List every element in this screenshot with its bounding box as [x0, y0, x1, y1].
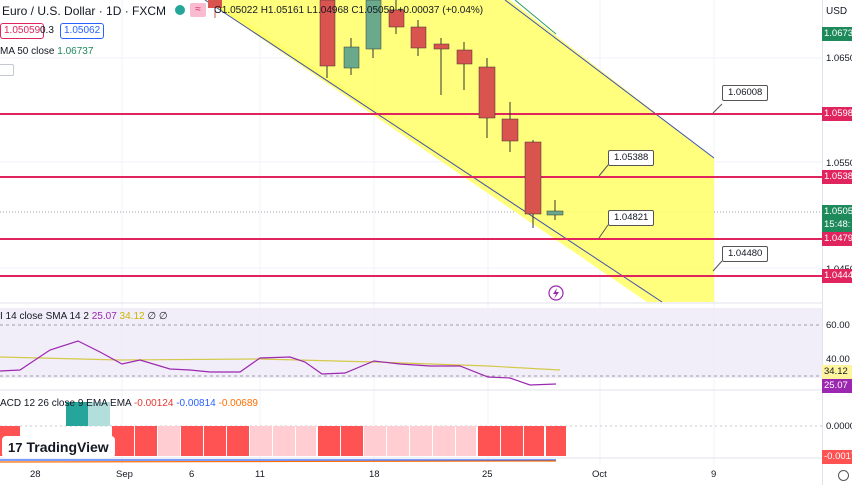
candle — [501, 118, 519, 142]
candle — [456, 49, 473, 65]
currency-label: USD — [826, 6, 848, 17]
candles — [208, 0, 564, 228]
date-label: 25 — [482, 469, 493, 480]
trend-line-green — [514, 0, 557, 35]
tradingview-logo[interactable]: 17 TradingView — [2, 436, 115, 458]
buy-button[interactable]: 1.05062 — [60, 23, 105, 39]
callout-4[interactable]: 1.04480 — [722, 246, 769, 262]
axis-price-1: 1.06500 — [826, 53, 852, 64]
level-price-tag-1: 1.05982 — [822, 107, 852, 121]
rsi-axis-40: 40.00 — [826, 354, 850, 365]
sma-price-tag: 1.06737 — [822, 27, 852, 41]
level-price-tag-4: 1.04443 — [822, 269, 852, 283]
macd-axis-zero: 0.00000 — [826, 421, 852, 432]
candle — [410, 26, 427, 49]
date-label: 9 — [711, 469, 717, 480]
date-label: Sep — [116, 469, 133, 480]
date-label: 11 — [255, 469, 265, 480]
rsi-line — [0, 340, 557, 386]
sma-label[interactable]: MA 50 close 1.06737 — [0, 46, 94, 57]
candle — [365, 0, 382, 50]
candle — [478, 66, 496, 119]
channel-lower-line — [204, 0, 663, 303]
collapse-icon[interactable] — [0, 64, 14, 76]
callout-3[interactable]: 1.04821 — [608, 210, 655, 226]
rsi-sma-line — [0, 356, 561, 371]
tv-logo-icon: 17 — [8, 439, 23, 455]
spread-label: 0.3 — [40, 25, 54, 36]
macd-legend[interactable]: ACD 12 26 close 9 EMA EMA -0.00124 -0.00… — [0, 398, 258, 409]
ohlc-values: O1.05022 H1.05161 L1.04968 C1.05059 +0.0… — [214, 5, 484, 16]
rsi-axis-60: 60.00 — [826, 320, 850, 331]
descending-channel — [205, 0, 714, 302]
candle — [319, 0, 336, 67]
macd-tag: -0.0017 — [822, 450, 852, 464]
symbol-title[interactable]: Euro / U.S. Dollar · 1D · FXCM — [2, 4, 167, 18]
rsi-sma-tag: 34.12 — [822, 365, 852, 379]
tv-logo-text: TradingView — [26, 439, 109, 455]
rsi-band — [0, 308, 822, 378]
rsi-legend[interactable]: I 14 close SMA 14 2 25.07 34.12 ∅ ∅ — [0, 311, 168, 322]
countdown-tag: 15:48: — [822, 218, 852, 232]
rsi-tag: 25.07 — [822, 379, 852, 393]
eq-icon[interactable]: ≈ — [190, 3, 206, 17]
candle — [524, 141, 542, 215]
callout-2[interactable]: 1.05388 — [608, 150, 655, 166]
candle — [546, 210, 564, 216]
settings-gear-icon[interactable] — [838, 470, 849, 481]
candle — [343, 46, 360, 69]
channel-upper-line — [504, 0, 715, 159]
date-label: 6 — [189, 469, 195, 480]
market-status-icon — [175, 5, 185, 15]
date-label: 28 — [30, 469, 41, 480]
date-label: 18 — [369, 469, 380, 480]
sell-button[interactable]: 1.05059 — [0, 23, 45, 39]
price-chart[interactable] — [0, 0, 822, 465]
candle — [388, 9, 405, 28]
callout-1[interactable]: 1.06008 — [722, 85, 769, 101]
candle — [433, 43, 450, 50]
event-marker-icon — [548, 285, 564, 301]
axis-price-2: 1.05500 — [826, 158, 852, 169]
date-label: Oct — [592, 469, 607, 480]
level-price-tag-2: 1.05388 — [822, 170, 852, 184]
last-price-tag: 1.05059 — [822, 205, 852, 219]
